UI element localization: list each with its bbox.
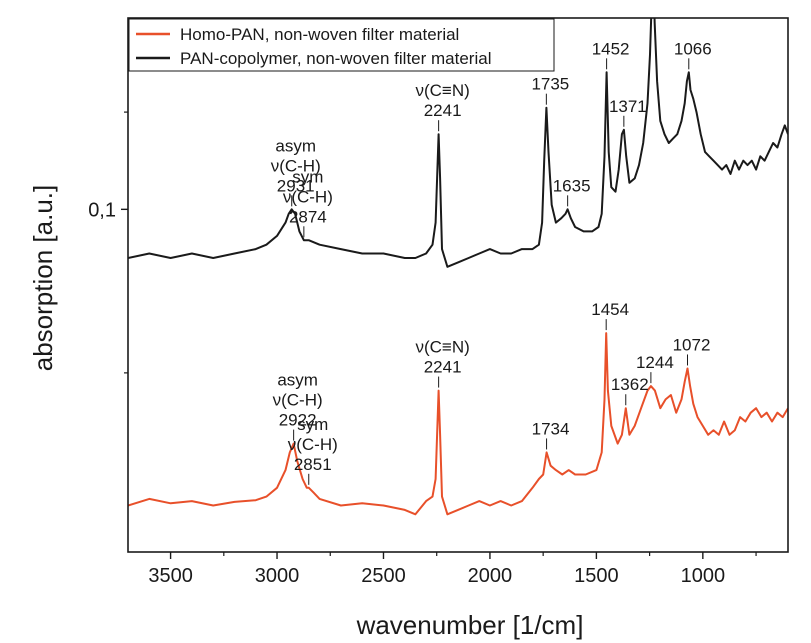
legend: Homo-PAN, non-woven filter material PAN-c… <box>128 18 555 72</box>
peak-label: 1734 <box>532 419 570 438</box>
peak-label: 2874 <box>289 207 327 226</box>
x-tick-label: 3500 <box>148 565 193 587</box>
peak-label: ν(C-H) <box>288 435 338 454</box>
x-tick-label: 1500 <box>574 565 619 587</box>
peak-label: sym <box>297 415 328 434</box>
peak-label: 1635 <box>553 176 591 195</box>
peak-label: 1452 <box>592 39 630 58</box>
peak-label: 2851 <box>294 455 332 474</box>
legend-label-0: Homo-PAN, non-woven filter material <box>180 25 459 44</box>
peak-label: ν(C≡N) <box>415 338 469 357</box>
peak-label: 1072 <box>673 335 711 354</box>
series-line-1 <box>128 18 788 268</box>
annotations-layer: asymν(C-H)2931symν(C-H)2874ν(C≡N)2241173… <box>271 39 712 485</box>
peak-label: 1066 <box>674 39 712 58</box>
peak-label: 1371 <box>609 97 647 116</box>
peak-label: 1362 <box>611 375 649 394</box>
peak-label: ν(C≡N) <box>415 81 469 100</box>
peak-label: ν(C-H) <box>271 156 321 175</box>
peak-label: ν(C-H) <box>283 187 333 206</box>
peak-label: 2931 <box>277 176 315 195</box>
x-tick-label: 3000 <box>255 565 300 587</box>
plot-frame <box>127 17 789 553</box>
peak-label: 1454 <box>591 300 629 319</box>
x-tick-label: 1000 <box>681 565 726 587</box>
peak-label: 2922 <box>279 411 317 430</box>
y-tick-label: 0,1 <box>88 199 116 221</box>
peak-label: sym <box>292 167 323 186</box>
x-tick-label: 2500 <box>361 565 406 587</box>
x-tick-label: 2000 <box>468 565 513 587</box>
x-axis-title: wavenumber [1/cm] <box>356 610 584 640</box>
traces-layer <box>128 18 788 516</box>
peak-label: 1735 <box>531 75 569 94</box>
peak-label: 2241 <box>424 101 462 120</box>
peak-label: 2241 <box>424 358 462 377</box>
legend-label-1: PAN-copolymer, non-woven filter material <box>180 49 491 68</box>
y-axis-title: absorption [a.u.] <box>28 185 58 371</box>
peak-label: 1244 <box>636 353 674 372</box>
peak-label: asym <box>277 371 318 390</box>
axes-layer: 3500 3000 2500 2000 1500 1000 0,1 <box>88 17 789 587</box>
legend-box <box>128 18 555 72</box>
peak-label: asym <box>275 136 316 155</box>
series-line-0 <box>128 332 788 516</box>
peak-label: ν(C-H) <box>273 391 323 410</box>
